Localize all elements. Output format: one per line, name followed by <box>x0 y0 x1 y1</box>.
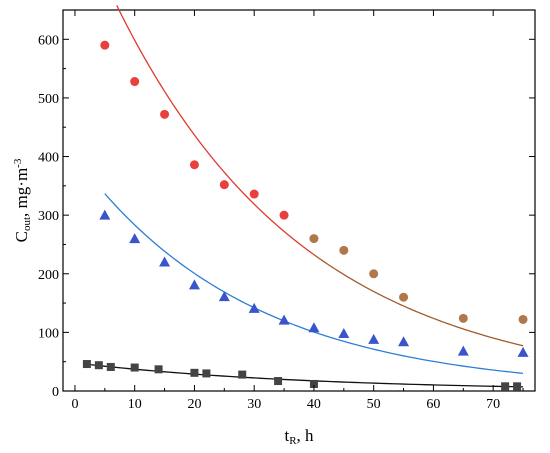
circle-point <box>399 292 409 302</box>
circle-point <box>518 314 528 324</box>
y-tick-label: 100 <box>38 326 59 341</box>
triangle-point <box>159 256 171 267</box>
triangle-point <box>278 314 290 325</box>
triangle-point <box>368 333 380 344</box>
square-point <box>274 377 283 386</box>
triangle-point <box>457 345 469 356</box>
y-axis-title-sub: out <box>21 217 33 231</box>
y-tick-label: 600 <box>38 33 59 48</box>
triangle-point <box>248 302 260 313</box>
square-point <box>513 382 522 391</box>
x-tick-label: 0 <box>71 397 78 412</box>
triangle-point <box>99 209 111 220</box>
circle-point <box>189 160 199 170</box>
circle-point <box>369 269 379 279</box>
x-tick-label: 60 <box>426 397 440 412</box>
x-tick-label: 10 <box>128 397 142 412</box>
circle-point <box>279 210 289 220</box>
y-axis-title-sup: -3 <box>12 158 24 168</box>
fit-curve <box>116 5 315 256</box>
circle-point <box>458 313 468 323</box>
triangle-point <box>308 322 320 333</box>
square-point <box>154 365 163 374</box>
x-axis-title-rest: , h <box>297 426 315 445</box>
square-point <box>309 379 318 388</box>
circle-point <box>160 109 170 119</box>
x-axis-title-main: t <box>284 426 289 445</box>
fit-curve <box>86 363 524 388</box>
square-point <box>190 368 199 377</box>
data-markers <box>82 40 529 391</box>
triangle-point <box>129 233 141 244</box>
y-axis-title-main: C <box>12 231 31 242</box>
circle-point <box>309 234 319 244</box>
circle-point <box>249 189 259 199</box>
fit-curve <box>313 254 524 347</box>
square-point <box>238 370 247 379</box>
circle-point <box>339 245 349 255</box>
fit-curves <box>86 5 524 388</box>
x-axis-title: tR, h <box>284 426 314 447</box>
x-axis-title-sub: R <box>289 435 297 447</box>
x-tick-label: 30 <box>247 397 261 412</box>
y-tick-label: 0 <box>52 385 59 400</box>
triangle-point <box>338 328 350 339</box>
y-axis-title: Cout, mg·m-3 <box>12 158 33 242</box>
x-tick-label: 50 <box>367 397 381 412</box>
square-point <box>82 360 91 369</box>
square-point <box>94 361 103 370</box>
y-axis-title-rest: , mg·m <box>12 168 31 217</box>
x-tick-label: 20 <box>187 397 201 412</box>
triangle-point <box>218 291 230 302</box>
y-tick-label: 200 <box>38 268 59 283</box>
square-point <box>501 382 510 391</box>
circle-point <box>219 180 229 190</box>
x-tick-label: 40 <box>307 397 321 412</box>
axis-ticks: 0 10 20 30 40 50 60 70 0 100 200 300 400 500 600 <box>38 10 535 412</box>
y-tick-label: 500 <box>38 92 59 107</box>
triangle-point <box>517 346 529 357</box>
square-point <box>106 362 115 371</box>
plot-area <box>62 9 536 392</box>
circle-point <box>130 77 140 87</box>
triangle-point <box>188 279 200 290</box>
x-tick-label: 70 <box>486 397 500 412</box>
square-point <box>130 363 139 372</box>
circle-point <box>100 40 110 50</box>
fit-curve <box>104 193 524 375</box>
y-tick-label: 300 <box>38 209 59 224</box>
square-point <box>202 369 211 378</box>
y-tick-label: 400 <box>38 151 59 166</box>
triangle-point <box>398 336 410 347</box>
